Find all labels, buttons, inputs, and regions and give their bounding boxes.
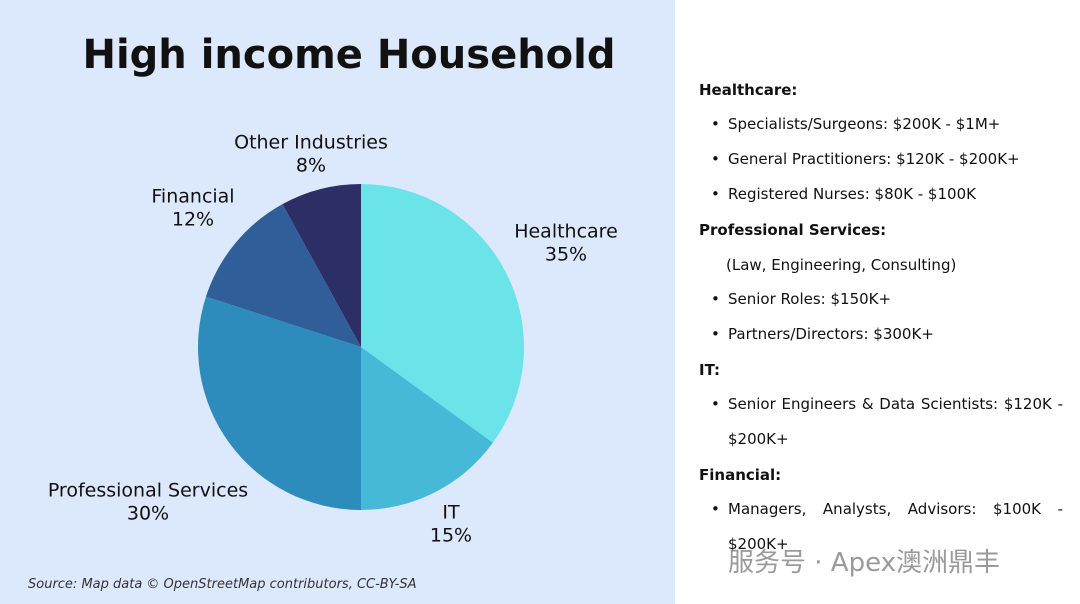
bullet-item: Specialists/Surgeons: $200K - $1M+ bbox=[699, 107, 1063, 142]
section-heading: IT: bbox=[699, 361, 720, 379]
section-heading: Professional Services: bbox=[699, 221, 887, 239]
slice-value-label: 30% bbox=[127, 503, 169, 525]
slice-value-label: 15% bbox=[430, 525, 472, 547]
details-panel: Healthcare: Specialists/Surgeons: $200K -… bbox=[699, 78, 1063, 568]
section-heading: Healthcare: bbox=[699, 81, 798, 99]
bullet-item: Registered Nurses: $80K - $100K bbox=[699, 177, 1063, 212]
slice-label: Professional Services bbox=[48, 480, 248, 502]
pie-slice bbox=[361, 184, 524, 443]
bullet-item: Partners/Directors: $300K+ bbox=[699, 317, 1063, 352]
pie-slice bbox=[361, 347, 493, 510]
slice-value-label: 12% bbox=[172, 209, 214, 231]
bullet-item: Senior Engineers & Data Scientists: $120… bbox=[699, 387, 1063, 457]
watermark: 服务号 · Apex澳洲鼎丰 bbox=[728, 548, 1001, 578]
source-note: Source: Map data © OpenStreetMap contrib… bbox=[28, 577, 417, 592]
slice-label: Financial bbox=[151, 186, 234, 208]
slice-value-label: 35% bbox=[545, 244, 587, 266]
pie-slice bbox=[205, 204, 361, 347]
pie-slice bbox=[282, 184, 361, 347]
slice-label: IT bbox=[442, 502, 460, 524]
slice-value-label: 8% bbox=[296, 155, 326, 177]
bullet-item: Managers, Analysts, Advisors: $100K - $2… bbox=[699, 492, 1063, 562]
chart-title: High income Household bbox=[82, 32, 615, 78]
bullet-item: Senior Roles: $150K+ bbox=[699, 282, 1063, 317]
slice-label: Healthcare bbox=[514, 221, 618, 243]
slice-label: Other Industries bbox=[234, 132, 388, 154]
bullet-item: General Practitioners: $120K - $200K+ bbox=[699, 142, 1063, 177]
section-heading: Financial: bbox=[699, 466, 782, 484]
pie-slice bbox=[198, 296, 361, 510]
section-note: (Law, Engineering, Consulting) bbox=[726, 256, 957, 274]
